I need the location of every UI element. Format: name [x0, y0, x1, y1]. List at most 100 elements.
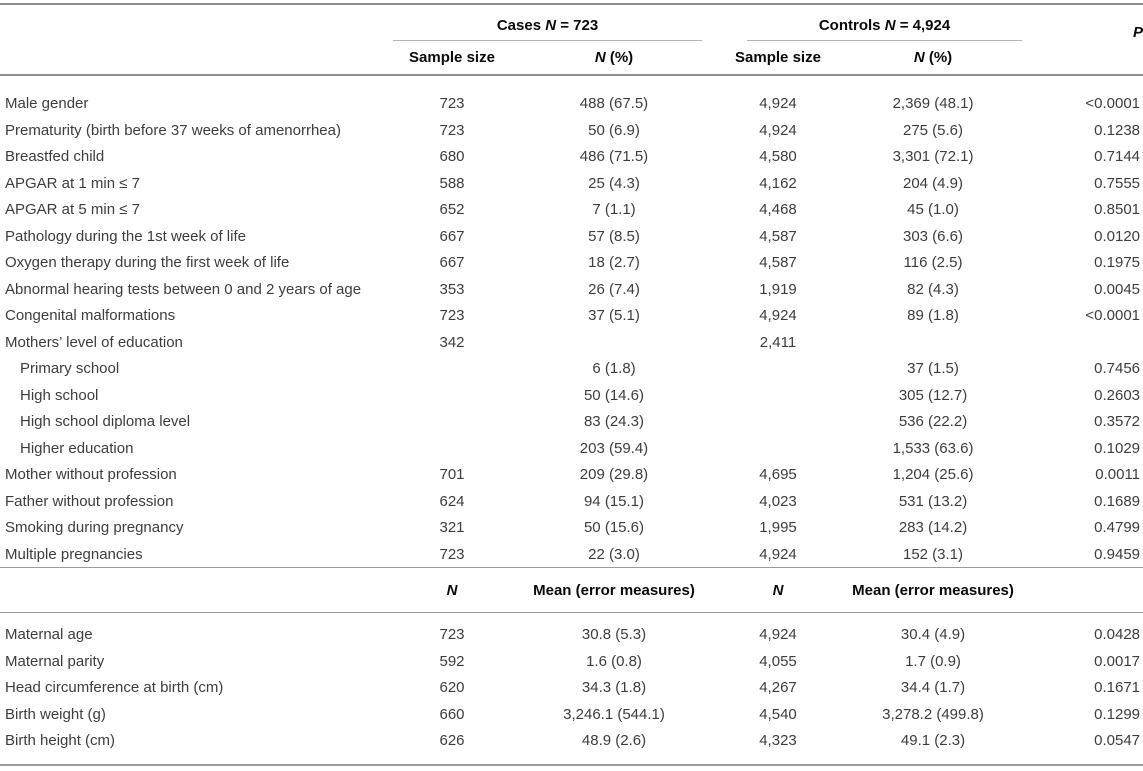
row-label: Prematurity (birth before 37 weeks of am…	[5, 121, 341, 139]
cases-n: 620	[439, 679, 465, 697]
table-header: Cases N = 723 Controls N = 4,924 P Sampl…	[0, 4, 1143, 75]
controls-sample-size: 4,587	[759, 227, 797, 245]
controls-n-pct: 283 (14.2)	[898, 519, 968, 536]
table-row: Multiple pregnancies 723 22 (3.0) 4,924 152 …	[0, 541, 1143, 568]
p-value: 0.3572	[1094, 413, 1141, 430]
table-row: Maternal age 723 30.8 (5.3) 4,924 30.4 (4.9)…	[0, 613, 1143, 648]
row-label: High school	[20, 386, 99, 404]
controls-n-pct: 536 (22.2)	[898, 413, 968, 430]
controls-n-pct: 116 (2.5)	[903, 254, 963, 271]
controls-sample-size: 1,995	[759, 519, 797, 536]
p-value: 0.0120	[1094, 227, 1141, 245]
cases-n: 592	[439, 652, 465, 670]
controls-n: 4,540	[759, 705, 797, 723]
row-label: Maternal parity	[5, 652, 105, 670]
p-value: 0.0045	[1094, 280, 1141, 298]
row-label: Smoking during pregnancy	[5, 519, 184, 536]
sub-header-row: Sample size N (%) Sample size N (%)	[0, 41, 1143, 75]
controls-n-pct: 1,204 (25.6)	[892, 466, 974, 483]
cases-n-pct: 26 (7.4)	[588, 280, 640, 298]
controls-sample-size: 4,162	[759, 174, 797, 192]
cases-sample-size: 680	[439, 148, 465, 165]
row-label: High school diploma level	[20, 413, 191, 430]
controls-sample-size: 4,924	[759, 307, 797, 324]
cases-n: 626	[439, 732, 465, 750]
row-label: Multiple pregnancies	[5, 545, 143, 563]
controls-sample-size: 4,924	[759, 121, 797, 139]
cases-sample-size: 723	[439, 545, 465, 563]
cases-n-pct: 25 (4.3)	[588, 174, 640, 192]
categorical-section-body: Male gender 723 488 (67.5) 4,924 2,369 (48.1…	[0, 75, 1143, 568]
controls-mean: 3,278.2 (499.8)	[882, 705, 984, 723]
row-label: APGAR at 5 min ≤ 7	[5, 201, 140, 218]
controls-sample-size	[712, 435, 844, 462]
p-value: 0.2603	[1094, 386, 1141, 404]
cases-sample-size: 723	[439, 307, 465, 324]
row-label: Higher education	[20, 439, 134, 457]
cases-n-pct: 50 (15.6)	[583, 519, 645, 536]
cases-sample-size: 723	[439, 121, 465, 139]
cases-mean-header: Mean (error measures)	[533, 581, 695, 599]
table-row: High school 50 (14.6) 305 (12.7) 0.2603	[0, 382, 1143, 409]
cases-group-header: Cases N = 723	[388, 4, 712, 41]
controls-n-pct: 305 (12.7)	[898, 386, 968, 404]
empty-label-cell	[0, 41, 388, 75]
row-label: Breastfed child	[5, 148, 105, 165]
table-row: Congenital malformations 723 37 (5.1) 4,924…	[0, 302, 1143, 329]
controls-sample-size	[712, 408, 844, 435]
cases-sample-size	[388, 355, 516, 382]
controls-n-pct: 37 (1.5)	[907, 360, 959, 377]
cases-n-pct: 488 (67.5)	[579, 95, 649, 112]
row-label: Primary school	[20, 360, 120, 377]
table-row: Mothers’ level of education 342 2,411	[0, 329, 1143, 356]
table-row: Pathology during the 1st week of life 667…	[0, 223, 1143, 250]
controls-sample-size: 4,587	[759, 254, 797, 271]
controls-n-pct: 45 (1.0)	[907, 201, 959, 218]
p-value: 0.1671	[1094, 679, 1141, 697]
controls-n-pct: 2,369 (48.1)	[892, 95, 974, 112]
p-value: 0.0017	[1094, 652, 1141, 670]
controls-n: 4,267	[759, 679, 797, 697]
row-label: APGAR at 1 min ≤ 7	[5, 174, 140, 192]
controls-n-pct: 1,533 (63.6)	[892, 439, 974, 457]
cases-n-pct: 50 (14.6)	[583, 386, 645, 404]
table-row: Maternal parity 592 1.6 (0.8) 4,055 1.7 (0.9…	[0, 648, 1143, 675]
table-row: High school diploma level 83 (24.3) 536 (2…	[0, 408, 1143, 435]
empty-corner-cell	[0, 4, 388, 41]
row-label: Congenital malformations	[5, 307, 176, 324]
group-header-row: Cases N = 723 Controls N = 4,924 P	[0, 4, 1143, 41]
p-value: 0.0428	[1094, 626, 1141, 644]
cases-mean: 34.3 (1.8)	[581, 679, 647, 697]
controls-n-pct: 303 (6.6)	[902, 227, 964, 245]
controls-mean: 49.1 (2.3)	[900, 732, 966, 750]
p-value: 0.1975	[1094, 254, 1141, 271]
controls-n-pct: 3,301 (72.1)	[892, 148, 974, 165]
cases-sample-size: 701	[439, 466, 465, 483]
cases-n-pct: 209 (29.8)	[579, 466, 649, 483]
cases-mean: 1.6 (0.8)	[586, 652, 642, 670]
row-label: Maternal age	[5, 626, 93, 644]
controls-mean: 1.7 (0.9)	[905, 652, 961, 670]
p-value	[1022, 329, 1143, 356]
controls-n-pct: 204 (4.9)	[902, 174, 964, 192]
p-value: 0.9459	[1094, 545, 1141, 563]
controls-mean: 34.4 (1.7)	[900, 679, 966, 697]
row-label: Abnormal hearing tests between 0 and 2 y…	[5, 280, 362, 298]
table-row: Abnormal hearing tests between 0 and 2 y…	[0, 276, 1143, 303]
table-row: Male gender 723 488 (67.5) 4,924 2,369 (48.1…	[0, 75, 1143, 117]
controls-sample-size: 2,411	[759, 333, 797, 351]
p-value: 0.1029	[1094, 439, 1141, 457]
cases-sample-size: 652	[439, 201, 465, 218]
cases-sample-size: 353	[439, 280, 465, 298]
empty-p-cell	[1022, 41, 1143, 75]
controls-sample-size: 4,580	[759, 148, 797, 165]
cases-n-header: N	[446, 581, 458, 599]
cases-mean: 30.8 (5.3)	[581, 626, 647, 644]
cases-sample-size	[388, 408, 516, 435]
cases-n-pct: 83 (24.3)	[583, 413, 645, 430]
cases-n-pct: 57 (8.5)	[588, 227, 640, 245]
controls-sample-size-header: Sample size	[735, 49, 821, 66]
cases-n: 723	[439, 626, 465, 644]
cases-n: 660	[439, 705, 465, 723]
cases-n-pct-header: N (%)	[594, 49, 634, 66]
